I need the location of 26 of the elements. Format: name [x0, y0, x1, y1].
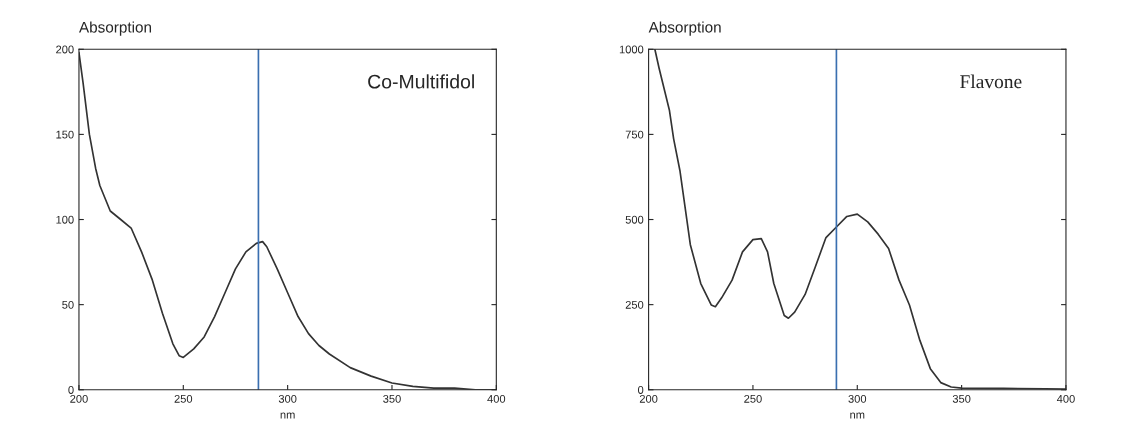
- x-tick-label: 250: [744, 394, 762, 403]
- y-axis-title: Absorption: [78, 21, 152, 36]
- x-axis-title: nm: [280, 412, 295, 419]
- y-tick-label: 0: [68, 386, 74, 394]
- y-axis-title: Absorption: [648, 21, 721, 36]
- y-tick-label: 250: [625, 300, 644, 309]
- annotation: Flavone: [960, 74, 1022, 89]
- x-tick-label: 200: [70, 394, 88, 403]
- x-tick-label: 300: [278, 394, 297, 403]
- x-tick-label: 350: [952, 394, 971, 403]
- x-tick-label: 250: [174, 394, 193, 403]
- x-tick-label: 200: [639, 394, 658, 403]
- x-tick-label: 350: [383, 394, 401, 403]
- x-tick-label: 300: [848, 394, 867, 403]
- annotation: Co-Multifidol: [368, 74, 474, 89]
- y-tick-label: 1000: [619, 45, 644, 54]
- x-axis-title: nm: [850, 412, 865, 419]
- y-tick-label: 150: [56, 130, 74, 139]
- y-tick-label: 500: [625, 215, 644, 224]
- y-tick-label: 0: [637, 386, 644, 394]
- y-tick-label: 750: [625, 130, 644, 139]
- y-tick-label: 200: [56, 45, 74, 54]
- y-tick-label: 100: [56, 215, 74, 224]
- y-tick-label: 50: [62, 300, 74, 309]
- x-tick-label: 400: [487, 394, 506, 403]
- x-tick-label: 400: [1056, 394, 1075, 403]
